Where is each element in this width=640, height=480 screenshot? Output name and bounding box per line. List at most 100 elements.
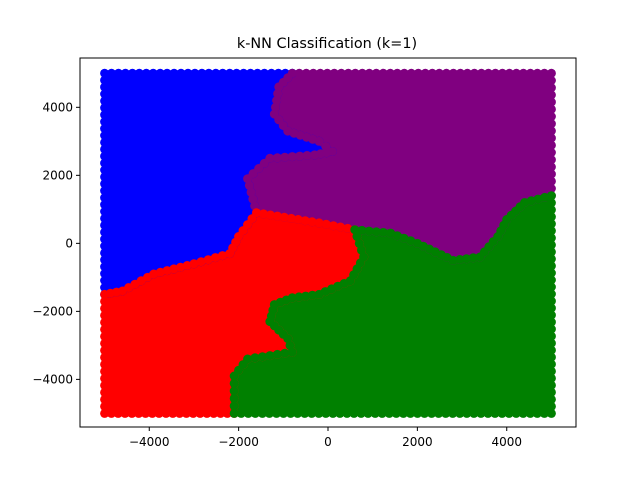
data-point bbox=[202, 408, 212, 418]
data-point bbox=[546, 331, 556, 341]
data-point bbox=[321, 219, 331, 229]
data-point bbox=[511, 68, 521, 78]
data-point bbox=[476, 68, 486, 78]
region-edge-points bbox=[100, 68, 556, 418]
data-point bbox=[406, 68, 416, 78]
data-point bbox=[222, 408, 232, 418]
data-point bbox=[100, 317, 110, 327]
data-point bbox=[301, 291, 311, 301]
data-point bbox=[322, 68, 332, 78]
data-point bbox=[308, 68, 318, 78]
data-point bbox=[250, 353, 260, 363]
data-point bbox=[280, 152, 290, 162]
data-point bbox=[100, 131, 110, 140]
data-point bbox=[546, 140, 556, 150]
data-point bbox=[546, 289, 556, 299]
data-point bbox=[349, 408, 359, 418]
data-point bbox=[120, 408, 130, 418]
data-point bbox=[392, 68, 402, 78]
data-point bbox=[546, 233, 556, 243]
data-point bbox=[490, 408, 500, 418]
data-point bbox=[209, 408, 219, 418]
data-point bbox=[546, 198, 556, 208]
data-point bbox=[434, 408, 444, 418]
data-point bbox=[546, 169, 556, 179]
x-tick-label: −2000 bbox=[218, 435, 259, 449]
data-point bbox=[546, 387, 556, 397]
data-point bbox=[195, 408, 205, 418]
data-point bbox=[378, 228, 388, 237]
data-point bbox=[546, 68, 556, 78]
data-point bbox=[100, 96, 110, 106]
data-point bbox=[315, 68, 325, 78]
data-point bbox=[455, 68, 465, 78]
data-point bbox=[272, 96, 282, 105]
data-point bbox=[364, 68, 374, 78]
data-point bbox=[190, 68, 200, 78]
data-point bbox=[546, 254, 556, 264]
data-point bbox=[335, 408, 345, 418]
data-point bbox=[271, 102, 280, 112]
data-point bbox=[285, 340, 295, 350]
data-point bbox=[244, 181, 254, 190]
data-point bbox=[314, 218, 324, 228]
data-point bbox=[357, 68, 367, 78]
data-point bbox=[218, 68, 228, 78]
data-point bbox=[546, 155, 556, 165]
y-ticks: −4000 −2000 0 2000 4000 bbox=[32, 100, 80, 386]
data-point bbox=[286, 408, 296, 418]
data-point bbox=[100, 338, 110, 348]
data-point bbox=[236, 408, 246, 418]
data-point bbox=[462, 408, 472, 418]
data-point bbox=[476, 408, 486, 418]
data-point bbox=[134, 68, 144, 78]
data-point bbox=[441, 408, 451, 418]
data-point bbox=[497, 408, 507, 418]
data-point bbox=[511, 408, 521, 418]
x-tick-label: −4000 bbox=[129, 435, 170, 449]
data-point bbox=[342, 408, 352, 418]
data-point bbox=[546, 345, 556, 355]
data-point bbox=[398, 408, 408, 418]
data-point bbox=[229, 408, 239, 418]
data-point bbox=[279, 212, 289, 222]
data-point bbox=[546, 240, 556, 250]
data-point bbox=[196, 257, 206, 267]
data-point bbox=[266, 68, 276, 78]
data-point bbox=[546, 317, 556, 327]
data-point bbox=[328, 147, 337, 156]
data-point bbox=[413, 68, 423, 78]
data-point bbox=[100, 89, 110, 99]
data-point bbox=[259, 209, 268, 219]
data-point bbox=[546, 97, 556, 107]
data-point bbox=[293, 215, 303, 224]
data-point bbox=[100, 408, 110, 418]
data-point bbox=[370, 408, 380, 418]
data-point bbox=[546, 126, 556, 136]
data-point bbox=[546, 401, 556, 411]
data-point bbox=[287, 152, 297, 162]
data-point bbox=[420, 68, 430, 78]
data-point bbox=[100, 324, 110, 334]
data-point bbox=[100, 82, 110, 92]
data-point bbox=[293, 408, 303, 418]
data-point bbox=[252, 208, 261, 218]
data-point bbox=[134, 408, 144, 418]
data-point bbox=[286, 213, 296, 223]
data-point bbox=[546, 162, 556, 172]
data-point bbox=[100, 207, 110, 216]
data-point bbox=[204, 68, 214, 78]
data-point bbox=[504, 408, 514, 418]
data-point bbox=[113, 408, 123, 418]
data-point bbox=[100, 310, 110, 320]
data-point bbox=[100, 366, 110, 376]
data-point bbox=[546, 119, 556, 129]
data-point bbox=[420, 408, 429, 418]
data-point bbox=[468, 253, 478, 263]
data-point bbox=[257, 408, 267, 418]
data-point bbox=[295, 151, 305, 161]
data-point bbox=[359, 252, 369, 262]
y-tick-label: −2000 bbox=[32, 304, 73, 318]
data-point bbox=[497, 68, 507, 78]
data-point bbox=[273, 89, 283, 99]
